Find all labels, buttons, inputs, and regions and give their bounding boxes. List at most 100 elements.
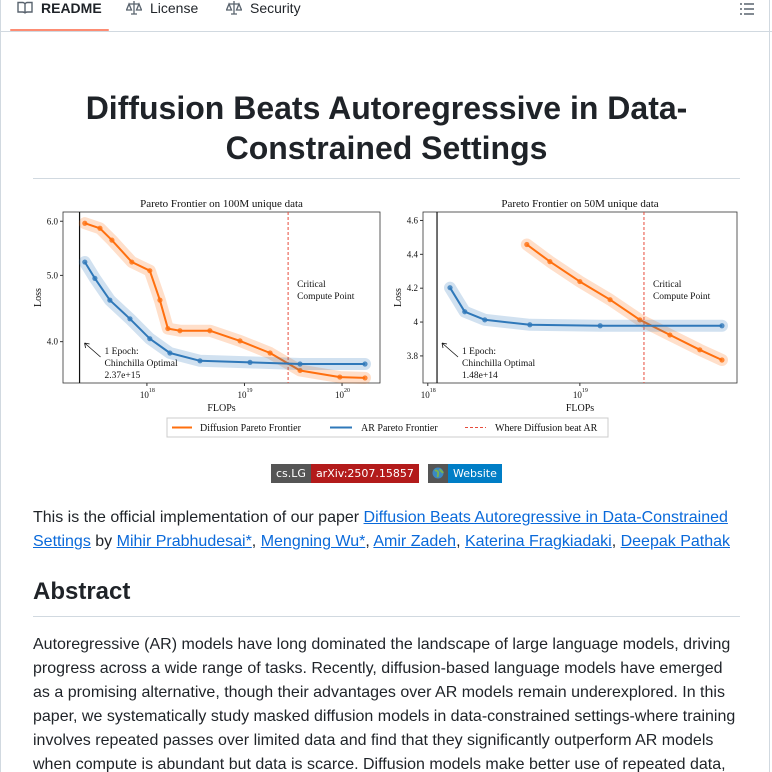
data-point (719, 323, 725, 329)
tab-underline (10, 29, 109, 31)
legend-box (166, 417, 609, 438)
x-tick-exponent: 18 (430, 388, 436, 394)
badge-label: cs.LG (271, 464, 311, 483)
legend-label: Where Diffusion beat AR (495, 423, 598, 434)
data-point (237, 338, 243, 344)
y-tick-label: 3.8 (407, 351, 419, 361)
data-point (129, 259, 135, 265)
intro-paragraph: This is the official implementation of o… (33, 506, 740, 554)
data-point (719, 357, 725, 363)
tab-label: README (41, 0, 102, 16)
data-point (337, 374, 343, 380)
text: by (90, 533, 117, 550)
tab[interactable]: Security (226, 0, 301, 31)
series-line (83, 261, 365, 365)
text: , (365, 533, 374, 550)
annotation: Critical (297, 280, 326, 290)
x-tick-label: 10 (237, 390, 247, 400)
data-point (637, 317, 643, 323)
section-heading: Abstract (33, 578, 131, 605)
data-point (167, 350, 173, 356)
badge-value: arXiv:2507.15857 (310, 464, 419, 483)
globe-icon (432, 467, 444, 479)
chart-title: Pareto Frontier on 100M unique data (140, 198, 303, 210)
link[interactable]: Mihir Prabhudesai* (116, 533, 252, 550)
divider (33, 178, 740, 179)
badge-value: Website (448, 464, 502, 483)
x-axis-label: FLOPs (566, 403, 594, 414)
link[interactable]: Mengning Wu* (260, 533, 366, 550)
x-tick-exponent: 20 (344, 388, 350, 394)
data-point (107, 297, 113, 303)
data-point (157, 297, 163, 303)
legend-label: Diffusion Pareto Frontier (200, 423, 302, 434)
annotation: 1.48e+14 (462, 371, 498, 381)
tab[interactable]: License (126, 0, 198, 31)
legend-label: AR Pareto Frontier (361, 423, 438, 434)
outline-button[interactable] (739, 1, 755, 17)
tab[interactable]: README (17, 0, 102, 31)
y-tick-label: 5.0 (47, 270, 59, 280)
data-point (97, 225, 103, 231)
y-axis-label: Loss (33, 288, 44, 307)
data-point (82, 259, 88, 265)
book-icon (17, 1, 33, 14)
law-icon (226, 1, 242, 15)
link[interactable]: Diffusion Beats Autoregressive in Data-C… (33, 509, 728, 550)
badge-icon (428, 464, 448, 483)
data-point (297, 361, 303, 367)
link[interactable]: Amir Zadeh (373, 533, 457, 550)
y-axis-label: Loss (393, 288, 404, 307)
figure: Diffusion Pareto Frontier AR Pareto Fron… (33, 198, 738, 438)
data-point (127, 316, 133, 322)
annotation: Chinchilla Optimal (462, 359, 535, 369)
data-point (577, 278, 583, 285)
plot-frame (422, 211, 738, 384)
x-tick-label: 10 (421, 390, 431, 400)
text: , (251, 533, 261, 550)
badge[interactable]: cs.LG arXiv:2507.15857 (271, 464, 419, 483)
readme-title: Diffusion Beats Autoregressive in Data-C… (85, 90, 688, 166)
link[interactable]: Katerina Fragkiadaki (464, 533, 612, 550)
data-point (197, 358, 203, 364)
tab-label: Security (250, 0, 301, 16)
y-tick-label: 4.2 (407, 283, 418, 293)
y-tick-label: 4.0 (47, 337, 59, 347)
text: , (611, 533, 621, 550)
data-point (697, 347, 703, 353)
annotation: Chinchilla Optimal (105, 359, 178, 369)
tab-bar: README License Security (0, 0, 772, 32)
data-point (92, 275, 98, 281)
data-point (547, 259, 553, 265)
law-icon (126, 1, 142, 15)
annotation: 2.37e+15 (105, 371, 141, 381)
series-line (84, 222, 366, 379)
annotation-arrow (84, 342, 101, 358)
badge[interactable]: Website (428, 464, 502, 483)
data-point (82, 220, 88, 226)
text: , (456, 533, 465, 550)
series-line (526, 243, 723, 361)
x-tick-exponent: 18 (149, 388, 155, 394)
data-point (524, 241, 530, 248)
link[interactable]: Deepak Pathak (620, 533, 730, 550)
annotation-arrow (441, 342, 459, 358)
chart-title: Pareto Frontier on 50M unique data (501, 198, 658, 210)
data-point (597, 323, 603, 329)
abstract-text: Autoregressive (AR) models have long dom… (33, 636, 736, 772)
data-point (527, 322, 533, 328)
data-point (607, 297, 613, 303)
plot-frame (62, 211, 381, 384)
data-point (462, 309, 468, 315)
series-line (449, 287, 722, 327)
annotation: Critical (653, 280, 682, 290)
y-tick-label: 6.0 (47, 216, 59, 226)
data-point (177, 328, 183, 334)
x-tick-label: 10 (573, 390, 583, 400)
annotation: Compute Point (297, 292, 355, 302)
y-tick-label: 4.4 (407, 249, 419, 259)
x-axis-label: FLOPs (207, 403, 235, 414)
data-point (165, 325, 171, 332)
